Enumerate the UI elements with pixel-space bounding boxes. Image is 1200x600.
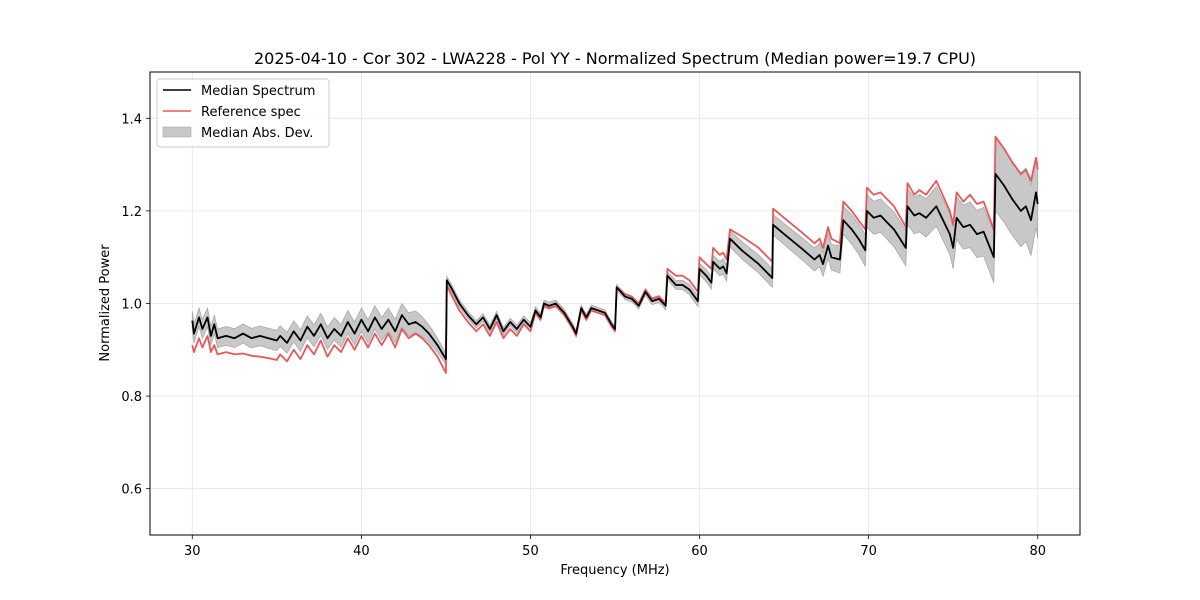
y-tick-label: 1.0 [121,298,142,313]
median-spectrum-line [191,172,1039,361]
y-tick-label: 1.2 [121,205,142,220]
mad-band [191,135,1039,366]
x-axis-label: Frequency (MHz) [560,563,669,578]
chart-title: 2025-04-10 - Cor 302 - LWA228 - Pol YY -… [254,49,976,68]
x-axis: 30 40 50 60 70 80 [184,535,1046,559]
y-tick-label: 0.6 [121,483,142,498]
plot-area [191,135,1039,374]
legend-swatch-mad [162,126,192,138]
legend-label-reference: Reference spec [201,105,301,120]
legend-box [156,78,330,148]
y-axis-label: Normalized Power [98,244,113,362]
legend-label-median: Median Spectrum [201,84,315,99]
y-tick-label: 1.4 [121,112,142,127]
x-tick-label: 70 [860,544,877,559]
y-axis: 0.6 0.8 1.0 1.2 1.4 [121,112,150,498]
x-tick-label: 50 [522,544,539,559]
legend-label-mad: Median Abs. Dev. [201,126,313,141]
x-tick-label: 80 [1029,544,1046,559]
reference-spec-line [191,135,1039,374]
x-tick-label: 30 [184,544,201,559]
y-tick-label: 0.8 [121,390,142,405]
x-tick-label: 40 [353,544,370,559]
x-tick-label: 60 [691,544,708,559]
legend: Median Spectrum Reference spec Median Ab… [156,78,330,148]
